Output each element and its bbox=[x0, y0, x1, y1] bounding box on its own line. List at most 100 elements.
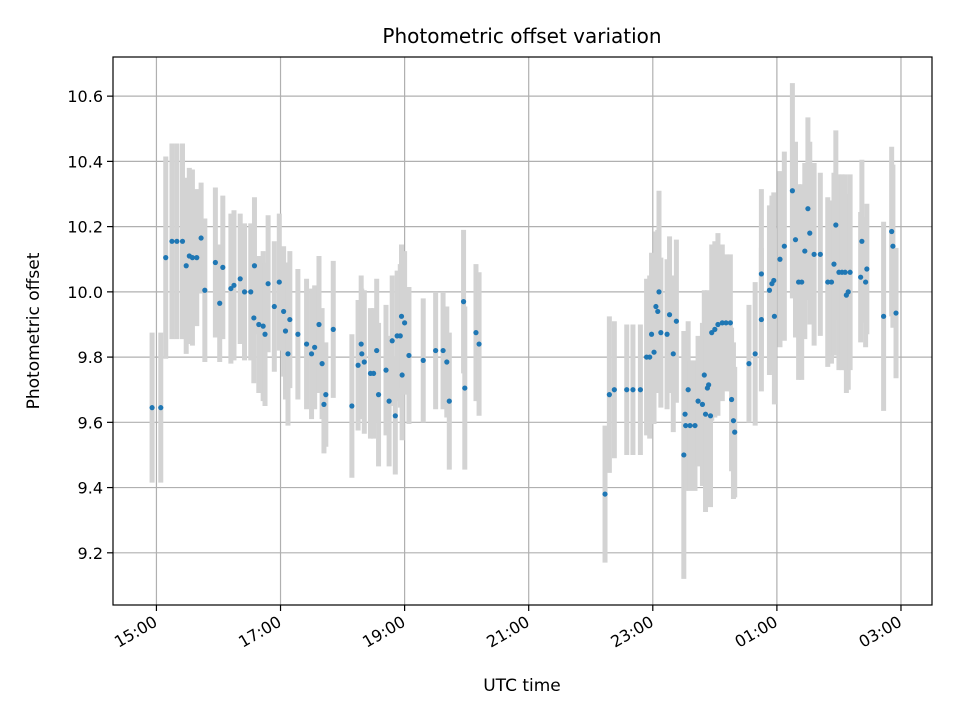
data-point bbox=[845, 289, 851, 295]
data-point bbox=[606, 392, 612, 398]
chart-title: Photometric offset variation bbox=[382, 24, 661, 48]
data-point bbox=[189, 255, 196, 261]
data-point bbox=[630, 387, 636, 393]
data-point bbox=[728, 396, 735, 403]
data-point bbox=[624, 387, 630, 393]
data-point bbox=[285, 351, 291, 357]
data-point bbox=[702, 411, 709, 417]
data-point bbox=[792, 237, 799, 243]
data-point bbox=[712, 326, 718, 332]
data-point bbox=[330, 326, 336, 332]
data-point bbox=[397, 333, 403, 339]
data-point bbox=[220, 264, 226, 270]
data-point bbox=[179, 238, 186, 244]
data-point bbox=[237, 276, 243, 282]
data-point bbox=[670, 351, 676, 357]
data-point bbox=[349, 403, 355, 409]
data-point bbox=[825, 279, 831, 285]
data-point bbox=[692, 422, 698, 429]
data-point bbox=[881, 313, 887, 319]
data-point bbox=[241, 289, 248, 295]
data-point bbox=[231, 282, 237, 288]
data-point bbox=[664, 331, 670, 337]
data-point bbox=[859, 238, 865, 244]
data-point bbox=[682, 411, 688, 417]
y-tick-label: 10.2 bbox=[67, 218, 103, 237]
data-point bbox=[375, 392, 382, 398]
data-point bbox=[864, 266, 870, 272]
data-point bbox=[303, 341, 310, 347]
data-point bbox=[781, 243, 787, 249]
data-point bbox=[715, 321, 721, 328]
data-point bbox=[460, 299, 467, 305]
data-point bbox=[685, 387, 691, 393]
data-point bbox=[433, 347, 439, 354]
data-point bbox=[719, 320, 725, 326]
data-point bbox=[389, 338, 395, 344]
data-point bbox=[648, 331, 655, 337]
data-point bbox=[212, 259, 218, 266]
data-point bbox=[308, 351, 315, 357]
data-point bbox=[217, 300, 223, 306]
data-point bbox=[281, 308, 287, 315]
data-point bbox=[889, 228, 895, 235]
data-point bbox=[863, 279, 869, 285]
data-point bbox=[687, 422, 693, 429]
data-point bbox=[817, 251, 823, 257]
data-point bbox=[673, 318, 679, 324]
data-point bbox=[358, 341, 364, 347]
data-point bbox=[802, 248, 808, 254]
data-point bbox=[251, 315, 257, 321]
data-point bbox=[406, 352, 412, 359]
y-axis-title: Photometric offset bbox=[24, 252, 44, 409]
data-point bbox=[701, 372, 707, 378]
data-point bbox=[732, 429, 738, 435]
data-point bbox=[730, 418, 737, 424]
y-tick-label: 10.4 bbox=[67, 152, 103, 171]
data-point bbox=[771, 277, 777, 284]
data-point bbox=[611, 387, 617, 393]
data-point bbox=[383, 367, 389, 373]
point-layer bbox=[149, 188, 899, 497]
data-point bbox=[666, 312, 673, 318]
data-point bbox=[758, 316, 764, 323]
data-point bbox=[321, 401, 327, 407]
data-point bbox=[163, 255, 169, 261]
data-point bbox=[727, 320, 733, 326]
data-point bbox=[260, 323, 266, 329]
data-point bbox=[833, 222, 839, 228]
data-point bbox=[359, 351, 365, 357]
data-point bbox=[828, 279, 835, 285]
data-point bbox=[399, 372, 405, 378]
data-point bbox=[637, 387, 643, 393]
data-point bbox=[893, 310, 899, 316]
data-point bbox=[420, 357, 426, 363]
data-point bbox=[723, 320, 729, 326]
data-point bbox=[202, 287, 208, 293]
x-axis-title: UTC time bbox=[483, 676, 561, 696]
data-point bbox=[699, 401, 706, 407]
data-point bbox=[282, 328, 289, 334]
data-point bbox=[681, 452, 687, 458]
data-point bbox=[771, 313, 778, 319]
data-point bbox=[149, 405, 155, 411]
data-point bbox=[444, 359, 450, 365]
data-point bbox=[319, 361, 325, 367]
data-point bbox=[194, 255, 200, 261]
y-tick-label: 9.4 bbox=[78, 479, 103, 498]
y-tick-label: 9.6 bbox=[78, 413, 103, 432]
data-point bbox=[807, 230, 813, 236]
y-tick-label: 9.8 bbox=[78, 348, 103, 367]
data-point bbox=[183, 263, 189, 269]
plot-frame bbox=[112, 56, 933, 606]
data-point bbox=[831, 261, 837, 267]
data-point bbox=[653, 303, 659, 310]
data-point bbox=[805, 206, 811, 212]
data-point bbox=[602, 491, 608, 497]
data-point bbox=[473, 330, 479, 336]
data-point bbox=[706, 382, 712, 388]
data-point bbox=[462, 385, 468, 391]
y-tick-label: 9.2 bbox=[78, 544, 103, 563]
data-point bbox=[799, 279, 805, 285]
